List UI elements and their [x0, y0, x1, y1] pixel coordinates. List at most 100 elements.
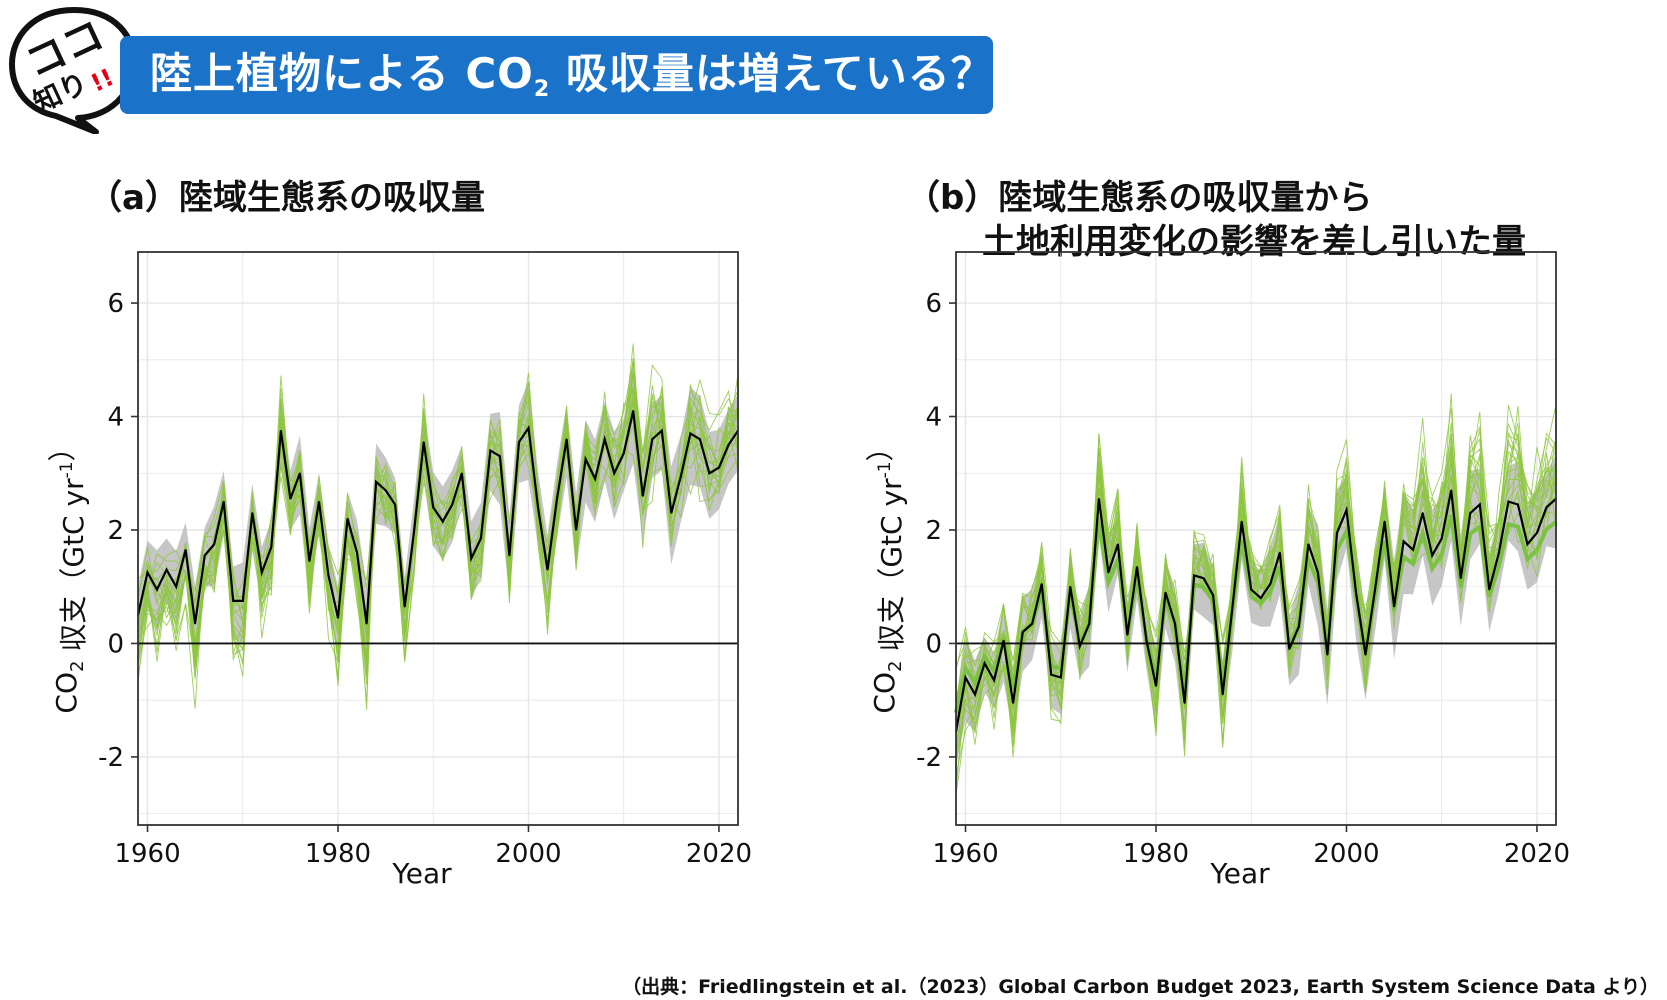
budget-points	[955, 489, 1557, 733]
data-point	[165, 568, 168, 571]
data-point	[1231, 608, 1233, 611]
data-point	[356, 551, 358, 554]
y-tick-label: 0	[107, 629, 124, 659]
y-axis-title-part: -1	[57, 461, 77, 478]
data-point	[670, 512, 673, 514]
data-point	[689, 432, 692, 435]
data-point	[613, 472, 615, 475]
model-line	[137, 388, 739, 636]
model-line	[955, 404, 1557, 787]
x-tick-label: 2020	[686, 839, 752, 869]
data-point	[680, 475, 682, 477]
data-point	[1498, 551, 1500, 554]
data-point	[461, 472, 463, 475]
y-tick-label: 2	[107, 516, 124, 546]
data-point	[584, 458, 587, 460]
model-line	[137, 424, 739, 668]
data-point	[337, 617, 339, 619]
data-point	[1155, 685, 1157, 687]
model-line	[137, 372, 739, 685]
data-point	[727, 444, 730, 446]
y-axis-title-part: CO	[868, 672, 901, 714]
chart-a-title: （a）陸域生態系の吸収量	[88, 178, 485, 218]
x-tick-label: 1980	[305, 839, 371, 869]
chart-b-title-line1: （b）陸域生態系の吸収量から	[906, 178, 1373, 218]
data-point	[232, 600, 235, 602]
y-axis-title-part: 収支（GtC yr	[57, 478, 90, 661]
budget-line	[954, 490, 1557, 732]
data-point	[575, 529, 577, 531]
data-point	[1221, 693, 1224, 696]
x-axis-title: Year	[391, 857, 452, 890]
data-point	[1021, 631, 1024, 633]
data-point	[622, 452, 625, 455]
data-point	[1393, 605, 1395, 608]
data-point	[384, 489, 387, 492]
y-tick-label: 4	[107, 403, 124, 433]
data-point	[708, 472, 711, 475]
data-point	[1307, 543, 1310, 545]
data-point	[1212, 594, 1214, 597]
y-axis-title-part: CO	[50, 672, 83, 714]
data-point	[527, 427, 530, 429]
y-tick-label: 2	[925, 516, 942, 546]
data-point	[1517, 503, 1519, 506]
data-point	[394, 503, 396, 506]
data-point	[413, 529, 415, 531]
data-point	[983, 662, 986, 665]
data-point	[1040, 583, 1043, 585]
plot-frame	[955, 251, 1557, 826]
data-point	[261, 571, 263, 574]
data-point	[403, 605, 406, 608]
data-point	[1440, 537, 1443, 540]
y-axis-title: CO2 収支（GtC yr-1）	[46, 433, 90, 713]
data-point	[964, 676, 967, 679]
data-point	[432, 506, 435, 509]
x-axis-title: Year	[1209, 857, 1270, 890]
y-tick-label: -2	[916, 743, 942, 773]
data-point	[1421, 512, 1424, 514]
data-point	[1469, 512, 1472, 514]
data-point	[1069, 585, 1072, 588]
data-point	[1031, 622, 1033, 625]
source-note: （出典：Friedlingstein et al.（2023）Global Ca…	[622, 976, 1659, 998]
model-line	[137, 385, 739, 664]
data-point	[451, 503, 454, 506]
data-point	[499, 455, 501, 458]
data-point	[1431, 554, 1433, 557]
data-point	[1050, 673, 1053, 676]
y-tick-label: 4	[925, 403, 942, 433]
data-point	[480, 537, 482, 540]
data-point	[470, 557, 473, 560]
data-point	[299, 472, 301, 475]
data-point	[1079, 645, 1081, 648]
x-tick-label: 1960	[932, 839, 998, 869]
data-point	[1136, 566, 1138, 568]
data-point	[1059, 676, 1062, 679]
data-point	[594, 478, 596, 480]
title-banner	[120, 36, 993, 114]
data-point	[422, 441, 425, 443]
budget-line	[136, 410, 739, 624]
data-point	[1012, 702, 1014, 704]
x-tick-label: 2020	[1504, 839, 1570, 869]
data-point	[1317, 571, 1319, 574]
data-point	[1459, 577, 1462, 580]
data-point	[213, 543, 215, 545]
data-point	[1298, 625, 1300, 628]
data-point	[1279, 551, 1281, 554]
data-point	[518, 441, 520, 443]
data-point	[1326, 654, 1329, 656]
data-point	[318, 500, 320, 503]
data-point	[1450, 489, 1453, 492]
data-point	[1002, 639, 1005, 642]
y-axis-title: CO2 収支（GtC yr-1）	[864, 433, 908, 713]
data-point	[632, 410, 635, 412]
y-axis-title-part: -1	[875, 461, 895, 478]
data-point	[346, 517, 349, 520]
plot-frame	[137, 251, 739, 826]
data-point	[146, 571, 149, 574]
data-point	[1345, 509, 1348, 511]
data-point	[289, 497, 292, 500]
data-point	[1488, 588, 1491, 591]
